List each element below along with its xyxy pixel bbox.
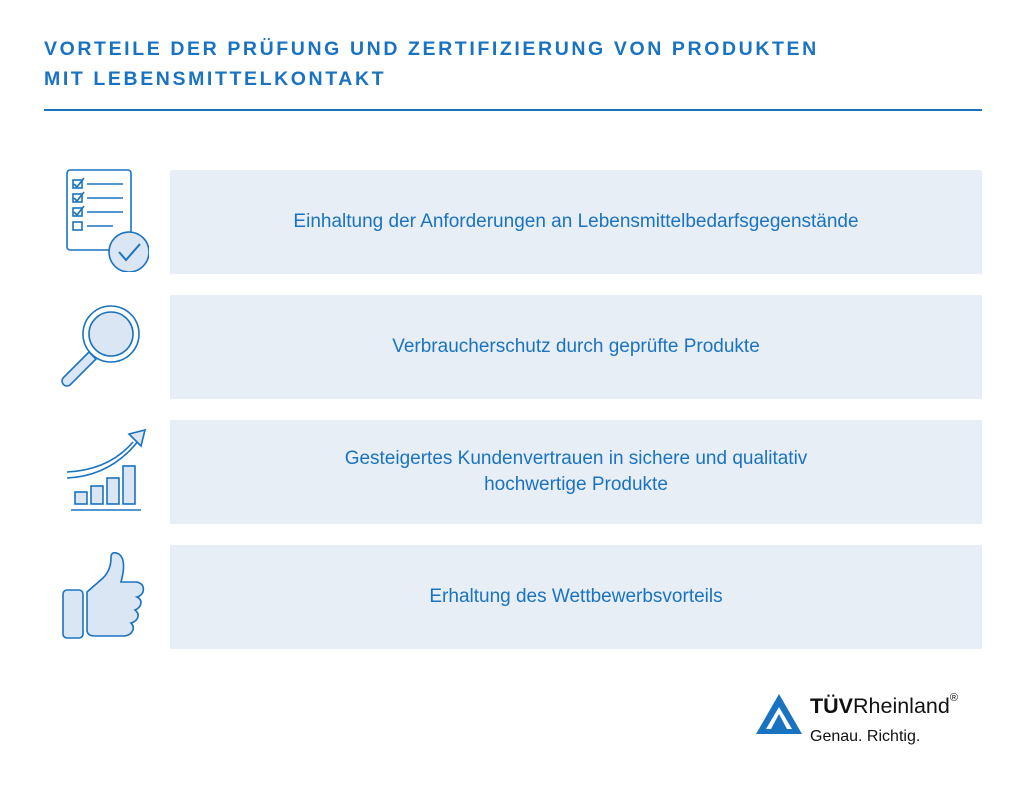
benefit-box-2: Verbraucherschutz durch geprüfte Produkt…	[170, 295, 982, 399]
page-title: VORTEILE DER PRÜFUNG UND ZERTIFIZIERUNG …	[44, 34, 984, 94]
logo-tagline: Genau. Richtig.	[810, 728, 921, 745]
benefit-text-2: Verbraucherschutz durch geprüfte Produkt…	[392, 334, 760, 360]
benefit-box-1: Einhaltung der Anforderungen an Lebensmi…	[170, 170, 982, 274]
triangle-logo-icon	[756, 694, 802, 734]
benefit-box-3: Gesteigertes Kundenvertrauen in sichere …	[170, 420, 982, 524]
benefit-text-2-line-1: Verbraucherschutz durch geprüfte Produkt…	[392, 336, 760, 357]
tuv-rheinland-logo: TÜVRheinland® Genau. Richtig.	[754, 690, 994, 760]
registered-mark: ®	[949, 692, 958, 704]
benefit-text-3: Gesteigertes Kundenvertrauen in sichere …	[345, 446, 808, 498]
thumbs-up-icon	[44, 544, 154, 648]
benefit-text-4: Erhaltung des Wettbewerbsvorteils	[429, 584, 722, 610]
logo-brand-bold: TÜV	[810, 694, 853, 718]
benefit-text-4-line-1: Erhaltung des Wettbewerbsvorteils	[429, 586, 723, 607]
title-divider	[44, 109, 982, 111]
logo-brand-rest: Rheinland	[853, 694, 950, 718]
magnifier-icon	[44, 294, 154, 398]
benefit-text-3-line-2: hochwertige Produkte	[484, 474, 668, 495]
title-line-2: MIT LEBENSMITTELKONTAKT	[44, 68, 387, 90]
growth-chart-icon	[44, 418, 154, 522]
title-line-1: VORTEILE DER PRÜFUNG UND ZERTIFIZIERUNG …	[44, 38, 819, 60]
benefit-text-1: Einhaltung der Anforderungen an Lebensmi…	[293, 209, 858, 235]
benefit-text-3-line-1: Gesteigertes Kundenvertrauen in sichere …	[344, 448, 808, 469]
checklist-icon	[44, 168, 154, 272]
benefit-text-1-line-1: Einhaltung der Anforderungen an Lebensmi…	[293, 211, 859, 232]
benefit-box-4: Erhaltung des Wettbewerbsvorteils	[170, 545, 982, 649]
logo-brand-name: TÜVRheinland®	[810, 692, 958, 719]
